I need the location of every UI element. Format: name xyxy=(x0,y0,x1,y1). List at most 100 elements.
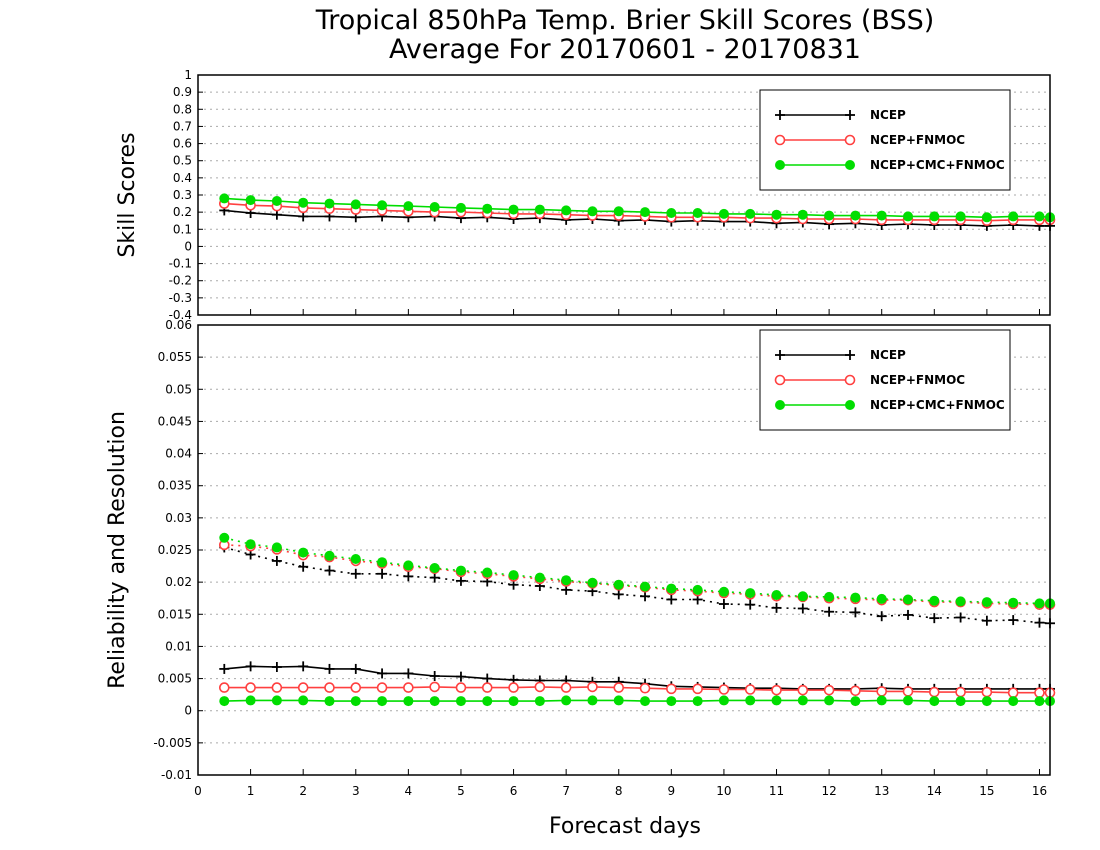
bottom-point-ncep-cmc-fnmoc-resolution xyxy=(824,591,835,602)
top-point-ncep-cmc-fnmoc xyxy=(482,203,493,214)
top-ytick-label: -0.4 xyxy=(169,308,192,322)
bottom-point-ncep-reliability xyxy=(403,668,414,679)
bottom-point-ncep-cmc-fnmoc-resolution xyxy=(797,591,808,602)
bottom-point-ncep-cmc-fnmoc-resolution xyxy=(377,557,388,568)
bottom-point-ncep-reliability xyxy=(298,661,309,672)
bottom-ytick-label: 0.005 xyxy=(158,672,192,686)
bottom-point-ncep-resolution xyxy=(455,575,466,586)
bottom-point-ncep-fnmoc-reliability xyxy=(534,681,546,693)
bottom-point-ncep-fnmoc-reliability xyxy=(928,686,940,698)
bottom-point-ncep-reliability xyxy=(482,673,493,684)
bottom-point-ncep-resolution xyxy=(718,599,729,609)
bottom-point-ncep-reliability xyxy=(245,661,256,672)
bottom-point-ncep-resolution xyxy=(403,571,414,582)
top-ytick-label: 0.8 xyxy=(173,102,192,116)
bottom-point-ncep-fnmoc-reliability xyxy=(297,682,309,693)
bottom-point-ncep-cmc-fnmoc-resolution xyxy=(429,563,440,573)
bottom-point-ncep-fnmoc-reliability xyxy=(823,684,835,696)
bottom-point-ncep-cmc-fnmoc-resolution xyxy=(482,567,493,578)
bottom-legend-label: NCEP+FNMOC xyxy=(870,373,965,387)
bottom-line-ncep-cmc-fnmoc-reliability xyxy=(224,699,1050,702)
bottom-point-ncep-cmc-fnmoc-reliability xyxy=(1034,696,1045,707)
bottom-line-ncep-resolution xyxy=(224,546,1051,625)
bottom-point-ncep-cmc-fnmoc-reliability xyxy=(455,696,466,707)
top-point-ncep-cmc-fnmoc xyxy=(745,208,756,219)
bottom-point-ncep-cmc-fnmoc-reliability xyxy=(587,695,598,706)
bottom-point-ncep-resolution xyxy=(876,611,887,622)
bottom-line-ncep-reliability xyxy=(224,665,1050,690)
bottom-point-ncep-fnmoc-reliability xyxy=(876,686,888,697)
bottom-point-ncep-cmc-fnmoc-reliability xyxy=(561,695,572,706)
bottom-point-ncep-cmc-fnmoc-reliability xyxy=(350,696,361,707)
bottom-legend-marker xyxy=(844,374,856,386)
top-point-ncep-cmc-fnmoc xyxy=(797,209,808,220)
bottom-line-ncep-fnmoc-reliability xyxy=(224,686,1050,694)
bottom-point-ncep-fnmoc-reliability xyxy=(902,686,914,697)
top-ytick-label: 1 xyxy=(184,68,192,82)
top-point-ncep-cmc-fnmoc xyxy=(929,211,940,222)
bottom-point-ncep-cmc-fnmoc-reliability xyxy=(666,696,677,707)
bottom-point-ncep-cmc-fnmoc-reliability xyxy=(271,695,282,706)
bottom-point-ncep-cmc-fnmoc-reliability xyxy=(745,695,756,706)
bottom-point-ncep-cmc-fnmoc-resolution xyxy=(981,597,992,608)
bottom-point-ncep-resolution xyxy=(1034,617,1045,628)
bottom-ytick-label: 0.015 xyxy=(158,607,192,621)
bottom-point-ncep-cmc-fnmoc-resolution xyxy=(692,584,703,595)
x-tick-label: 6 xyxy=(510,784,518,798)
x-axis: 0 1 2 3 4 5 6 7 8 9 10 11 12 13 14 15 16 xyxy=(194,309,1047,798)
bottom-point-ncep-cmc-fnmoc-resolution xyxy=(455,565,466,576)
bottom-ytick-label: 0.03 xyxy=(165,511,192,525)
bottom-point-ncep-fnmoc-reliability xyxy=(718,684,730,695)
x-tick-label: 10 xyxy=(716,784,731,798)
bottom-point-ncep-fnmoc-reliability xyxy=(218,682,230,693)
x-axis-label: Forecast days xyxy=(549,814,701,839)
bottom-point-ncep-cmc-fnmoc-reliability xyxy=(929,696,940,707)
bottom-ytick-label: 0.01 xyxy=(165,639,192,653)
top-point-ncep-cmc-fnmoc xyxy=(219,193,230,204)
bottom-point-ncep-resolution xyxy=(981,615,992,626)
top-ytick-label: 0 xyxy=(184,239,192,253)
bottom-point-ncep-cmc-fnmoc-resolution xyxy=(271,542,282,553)
top-point-ncep-cmc-fnmoc xyxy=(771,209,782,220)
top-point-ncep-cmc-fnmoc xyxy=(824,210,835,221)
bottom-point-ncep-resolution xyxy=(771,602,782,613)
bottom-point-ncep-fnmoc-reliability xyxy=(850,685,861,697)
bottom-line-ncep-cmc-fnmoc-resolution xyxy=(224,537,1050,605)
bottom-legend-label: NCEP xyxy=(870,348,906,362)
bottom-point-ncep-cmc-fnmoc-resolution xyxy=(587,577,598,588)
bottom-point-ncep-cmc-fnmoc-reliability xyxy=(508,696,519,707)
bottom-point-ncep-cmc-fnmoc-resolution xyxy=(403,560,414,571)
bottom-point-ncep-resolution xyxy=(955,612,966,623)
bottom-point-ncep-fnmoc-reliability xyxy=(955,686,966,698)
bottom-point-ncep-cmc-fnmoc-reliability xyxy=(824,695,835,706)
top-series-ncep-cmc-fnmoc xyxy=(219,193,1055,223)
top-ytick-label: 0.3 xyxy=(173,188,192,202)
bottom-point-ncep-cmc-fnmoc-resolution xyxy=(955,596,966,607)
bottom-legend-marker xyxy=(774,374,786,386)
chart-title-line1: Tropical 850hPa Temp. Brier Skill Scores… xyxy=(315,5,935,36)
top-point-ncep-cmc-fnmoc xyxy=(324,198,335,209)
top-legend-marker xyxy=(845,110,855,120)
bottom-point-ncep-fnmoc-reliability xyxy=(613,682,625,693)
top-ytick-label: 0.7 xyxy=(173,119,192,133)
bottom-point-ncep-cmc-fnmoc-reliability xyxy=(482,696,493,707)
bottom-ytick-label: 0.035 xyxy=(158,479,192,493)
x-tick-label: 7 xyxy=(562,784,570,798)
top-frame xyxy=(197,74,1051,316)
bottom-point-ncep-fnmoc-reliability xyxy=(981,686,993,698)
top-ytick-label: 0.1 xyxy=(173,222,192,236)
bottom-point-ncep-fnmoc-reliability xyxy=(403,682,414,693)
top-point-ncep-cmc-fnmoc xyxy=(508,204,519,215)
bottom-point-ncep-cmc-fnmoc-resolution xyxy=(350,554,361,564)
bottom-point-ncep-cmc-fnmoc-reliability xyxy=(324,696,335,707)
bottom-point-ncep-cmc-fnmoc-reliability xyxy=(298,695,309,706)
top-ytick-label: -0.1 xyxy=(169,257,192,271)
bottom-point-ncep-cmc-fnmoc-resolution xyxy=(903,594,913,605)
top-point-ncep-cmc-fnmoc xyxy=(377,200,388,211)
top-point-ncep-cmc-fnmoc xyxy=(455,202,466,213)
bottom-point-ncep-cmc-fnmoc-resolution xyxy=(718,586,729,597)
bottom-point-ncep-cmc-fnmoc-reliability xyxy=(850,696,861,707)
bottom-point-ncep-resolution xyxy=(429,572,440,583)
bottom-point-ncep-cmc-fnmoc-reliability xyxy=(429,696,440,707)
bottom-point-ncep-resolution xyxy=(377,568,388,579)
